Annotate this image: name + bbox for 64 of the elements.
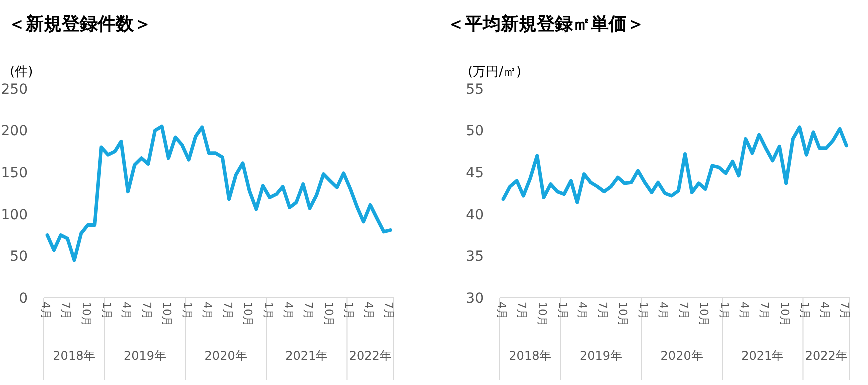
x-tick-label: 10月 (160, 302, 174, 327)
x-tick-label: 7月 (140, 302, 154, 320)
text: 2020年 (660, 349, 704, 363)
y-tick-label: 45 (466, 166, 484, 182)
y-tick-label: 0 (19, 290, 28, 307)
text: 2018年 (53, 349, 96, 363)
x-tick-label: 1月 (181, 302, 194, 320)
y-tick-label: 100 (1, 207, 28, 224)
x-tick-label: 4月 (282, 302, 295, 320)
x-tick-label: 10月 (536, 302, 549, 327)
x-tick-label: 1月 (262, 302, 275, 320)
x-tick-label: 7月 (596, 302, 610, 320)
y-tick-label: 50 (466, 124, 484, 140)
x-tick-label: 7月 (677, 302, 690, 320)
x-tick-label: 7月 (60, 302, 73, 320)
x-tick-label: 4月 (201, 302, 214, 320)
x-tick-label: 4月 (818, 302, 832, 320)
line-series (502, 126, 848, 204)
y-tick-label: 250 (1, 82, 28, 98)
y-tick-label: 30 (466, 290, 484, 307)
x-tick-label: 1月 (637, 302, 650, 320)
x-tick-label: 10月 (242, 302, 255, 327)
x-tick-label: 4月 (120, 302, 134, 320)
x-tick-label: 10月 (616, 302, 630, 327)
text: 2022年 (349, 349, 392, 363)
x-tick-label: 1月 (718, 302, 731, 320)
x-tick-label: 1月 (798, 302, 812, 320)
text: 2019年 (580, 349, 623, 363)
chart-title: ＜平均新規登録㎡単価＞ (447, 14, 645, 35)
x-tick-label: 4月 (496, 302, 509, 320)
y-tick-label: 200 (1, 124, 28, 140)
x-tick-label: 7月 (758, 302, 771, 320)
x-tick-label: 4月 (576, 302, 590, 320)
x-tick-label: 1月 (556, 302, 570, 320)
x-tick-label: 10月 (322, 302, 336, 327)
y-axis-title: (件) (10, 65, 34, 80)
text: 2019年 (124, 349, 167, 363)
text: 2020年 (204, 349, 248, 363)
text: 2018年 (509, 349, 552, 363)
x-tick-label: 7月 (516, 302, 529, 320)
x-tick-label: 10月 (778, 302, 792, 327)
text: 2022年 (805, 349, 848, 363)
line-series (46, 124, 392, 262)
x-tick-label: 4月 (657, 302, 670, 320)
text: 2021年 (286, 349, 328, 363)
text: 2021年 (742, 349, 784, 363)
x-tick-label: 4月 (738, 302, 751, 320)
x-tick-label: 4月 (40, 302, 53, 320)
y-tick-label: 50 (10, 249, 28, 266)
y-tick-label: 35 (466, 249, 484, 266)
x-tick-label: 10月 (80, 302, 93, 327)
x-tick-label: 10月 (698, 302, 711, 327)
y-axis-title: (万円/㎡) (468, 65, 522, 80)
x-tick-label: 7月 (221, 302, 234, 320)
y-tick-label: 150 (1, 166, 28, 182)
chart-title: ＜新規登録件数＞ (8, 14, 152, 35)
x-tick-label: 7月 (838, 302, 852, 320)
y-tick-label: 55 (466, 82, 484, 98)
x-tick-label: 4月 (362, 302, 376, 320)
x-tick-label: 7月 (302, 302, 315, 320)
x-tick-label: 7月 (382, 302, 396, 320)
x-tick-label: 1月 (342, 302, 356, 320)
y-tick-label: 40 (466, 207, 484, 224)
x-tick-label: 1月 (100, 302, 114, 320)
